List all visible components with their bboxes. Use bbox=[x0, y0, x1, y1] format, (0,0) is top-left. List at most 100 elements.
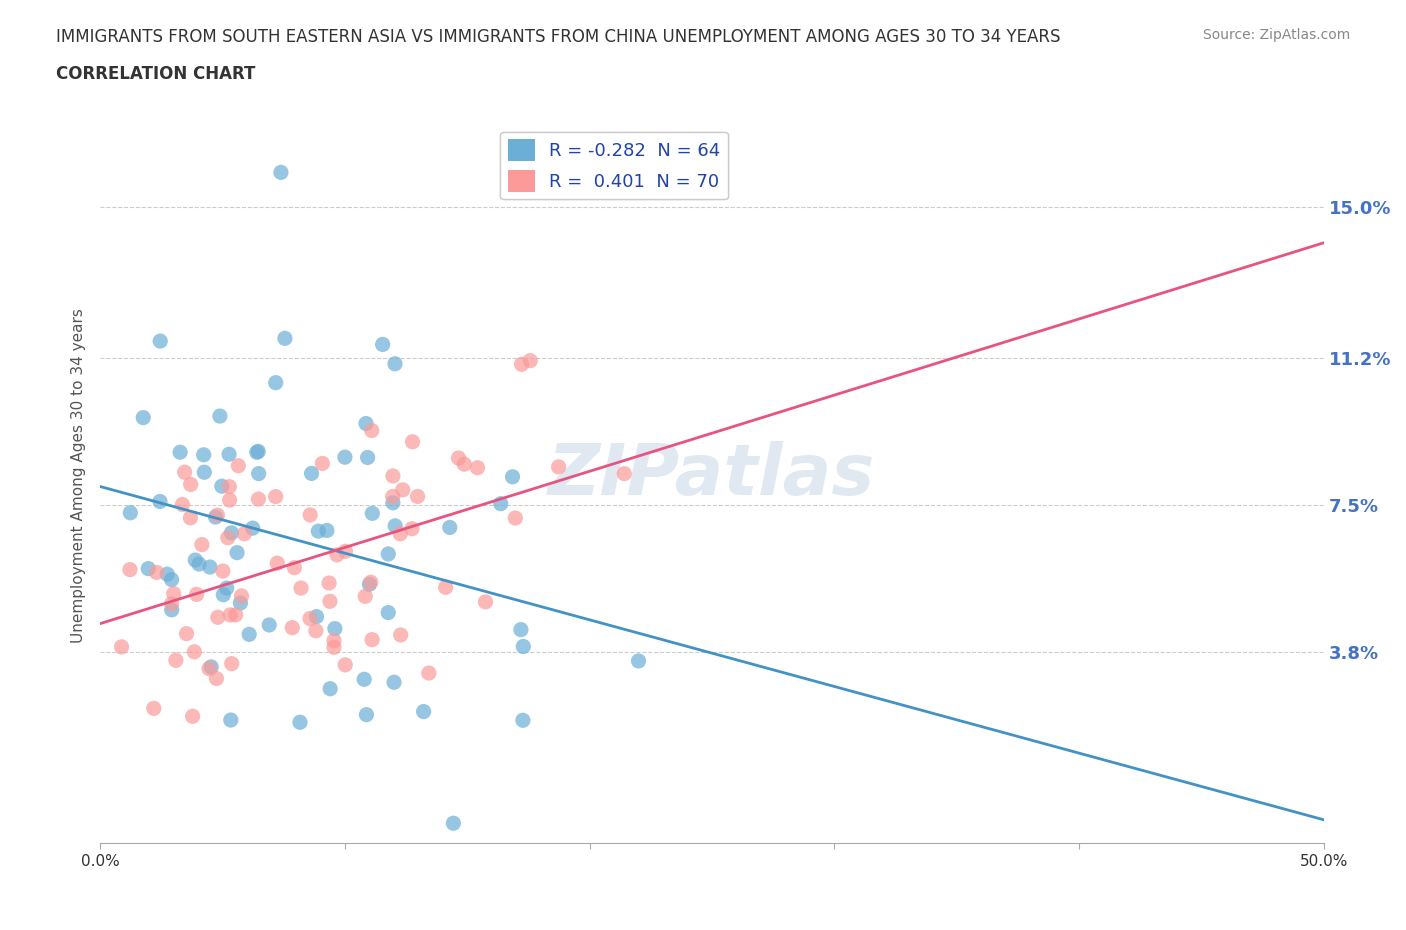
Point bbox=[353, 671, 375, 686]
Point bbox=[281, 620, 304, 635]
Point bbox=[225, 607, 247, 622]
Point bbox=[163, 586, 186, 601]
Point bbox=[356, 707, 378, 722]
Point bbox=[246, 445, 269, 459]
Point bbox=[371, 337, 394, 352]
Point bbox=[401, 521, 423, 536]
Point bbox=[176, 626, 198, 641]
Point bbox=[519, 353, 541, 368]
Point bbox=[181, 709, 204, 724]
Point bbox=[160, 572, 183, 587]
Point bbox=[305, 623, 328, 638]
Point bbox=[319, 682, 342, 697]
Point bbox=[509, 622, 531, 637]
Point bbox=[188, 556, 211, 571]
Point bbox=[318, 576, 340, 591]
Point bbox=[204, 510, 226, 525]
Point bbox=[218, 479, 240, 494]
Point bbox=[257, 618, 280, 632]
Point bbox=[156, 566, 179, 581]
Point bbox=[229, 595, 252, 610]
Point bbox=[120, 505, 142, 520]
Point bbox=[335, 544, 357, 559]
Point bbox=[381, 496, 404, 511]
Point bbox=[212, 588, 235, 603]
Point bbox=[215, 580, 238, 595]
Point bbox=[184, 552, 207, 567]
Point bbox=[218, 493, 240, 508]
Point bbox=[264, 375, 287, 390]
Text: CORRELATION CHART: CORRELATION CHART bbox=[56, 65, 256, 83]
Point bbox=[382, 675, 405, 690]
Point bbox=[149, 494, 172, 509]
Point bbox=[381, 469, 404, 484]
Point bbox=[505, 511, 527, 525]
Point bbox=[207, 508, 229, 523]
Point bbox=[359, 577, 381, 591]
Y-axis label: Unemployment Among Ages 30 to 34 years: Unemployment Among Ages 30 to 34 years bbox=[72, 308, 86, 643]
Point bbox=[453, 457, 475, 472]
Point bbox=[307, 524, 329, 538]
Point bbox=[360, 423, 382, 438]
Point bbox=[418, 666, 440, 681]
Point bbox=[211, 479, 233, 494]
Point bbox=[474, 594, 496, 609]
Point bbox=[242, 521, 264, 536]
Point bbox=[149, 334, 172, 349]
Text: Source: ZipAtlas.com: Source: ZipAtlas.com bbox=[1202, 28, 1350, 42]
Point bbox=[283, 560, 305, 575]
Point bbox=[384, 518, 406, 533]
Point bbox=[186, 587, 208, 602]
Point bbox=[193, 465, 215, 480]
Point bbox=[169, 445, 191, 459]
Point bbox=[247, 466, 270, 481]
Point bbox=[412, 704, 434, 719]
Point bbox=[231, 589, 253, 604]
Point bbox=[179, 511, 201, 525]
Point bbox=[441, 816, 464, 830]
Point bbox=[219, 712, 242, 727]
Point bbox=[136, 561, 159, 576]
Point bbox=[401, 434, 423, 449]
Point bbox=[613, 466, 636, 481]
Point bbox=[198, 560, 221, 575]
Point bbox=[361, 506, 384, 521]
Point bbox=[316, 523, 339, 538]
Point bbox=[212, 564, 235, 578]
Point bbox=[191, 538, 214, 552]
Point bbox=[145, 565, 167, 579]
Text: ZIPatlas: ZIPatlas bbox=[548, 441, 876, 510]
Point bbox=[160, 603, 183, 618]
Point bbox=[238, 627, 260, 642]
Point bbox=[200, 659, 222, 674]
Point bbox=[180, 477, 202, 492]
Point bbox=[406, 489, 429, 504]
Point bbox=[547, 459, 569, 474]
Legend: R = -0.282  N = 64, R =  0.401  N = 70: R = -0.282 N = 64, R = 0.401 N = 70 bbox=[501, 132, 728, 199]
Point bbox=[391, 483, 413, 498]
Point bbox=[183, 644, 205, 659]
Point bbox=[218, 446, 240, 461]
Point bbox=[381, 489, 404, 504]
Point bbox=[489, 497, 512, 512]
Point bbox=[172, 497, 194, 512]
Point bbox=[377, 605, 399, 620]
Point bbox=[361, 632, 384, 647]
Point bbox=[266, 555, 288, 570]
Point bbox=[305, 609, 328, 624]
Point bbox=[389, 628, 412, 643]
Point bbox=[165, 653, 187, 668]
Point bbox=[360, 575, 382, 590]
Point bbox=[377, 547, 399, 562]
Point bbox=[270, 165, 292, 179]
Point bbox=[467, 460, 489, 475]
Point bbox=[311, 456, 333, 471]
Point bbox=[512, 713, 534, 728]
Point bbox=[205, 671, 228, 686]
Point bbox=[247, 444, 270, 458]
Text: IMMIGRANTS FROM SOUTH EASTERN ASIA VS IMMIGRANTS FROM CHINA UNEMPLOYMENT AMONG A: IMMIGRANTS FROM SOUTH EASTERN ASIA VS IM… bbox=[56, 28, 1060, 46]
Point bbox=[447, 451, 470, 466]
Point bbox=[193, 447, 215, 462]
Point bbox=[319, 594, 342, 609]
Point bbox=[288, 715, 311, 730]
